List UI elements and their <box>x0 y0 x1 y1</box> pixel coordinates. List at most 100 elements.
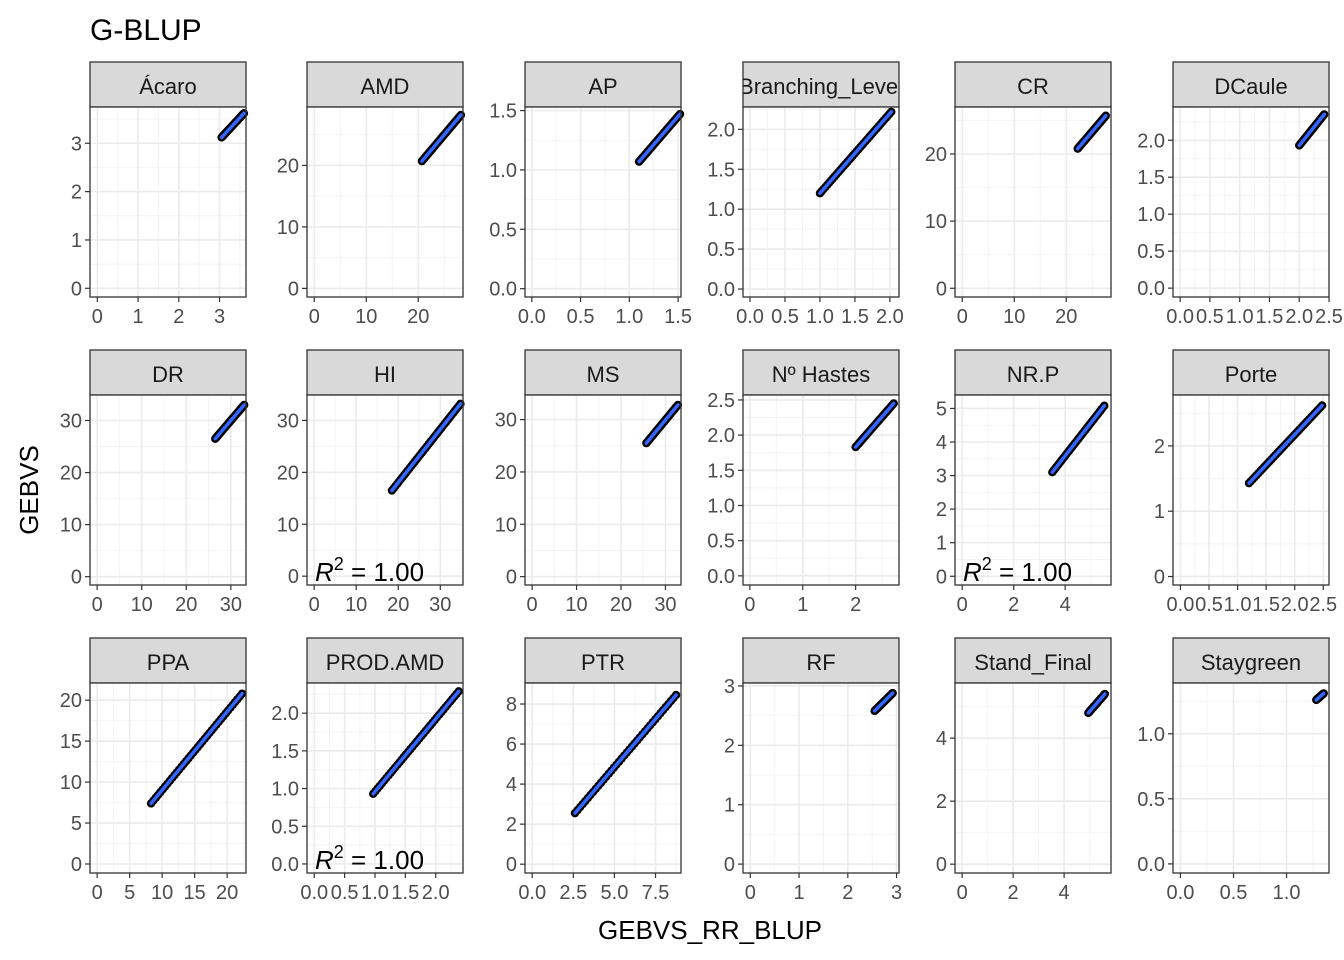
regression-line <box>637 112 682 164</box>
regression-line <box>219 111 246 140</box>
y-tick-label: 1 <box>724 795 735 817</box>
y-tick-label: 1.5 <box>1137 167 1165 189</box>
y-tick-label: 1 <box>1154 501 1165 523</box>
facet-strip <box>89 637 247 684</box>
facet-panel-14: PTR 0.0 2.5 5.0 7.5 0 2 4 6 8 <box>506 637 682 904</box>
y-tick-label: 20 <box>925 144 947 166</box>
y-tick-label: 0 <box>724 854 735 876</box>
x-tick-label: 1.5 <box>841 306 869 328</box>
x-tick-label: 10 <box>151 882 173 904</box>
y-tick-label: 0.0 <box>707 279 735 301</box>
y-tick-label: 1.0 <box>707 199 735 221</box>
regression-line <box>644 403 680 445</box>
x-tick-label: 20 <box>175 594 197 616</box>
x-tick-label: 0 <box>92 594 103 616</box>
x-tick-label: 0 <box>309 306 320 328</box>
x-tick-label: 0.0 <box>1167 882 1195 904</box>
y-tick-label: 2.0 <box>271 703 299 725</box>
facet-strip-label: NR.P <box>1007 362 1060 387</box>
y-tick-label: 2.5 <box>707 390 735 412</box>
x-tick-label: 0 <box>309 594 320 616</box>
y-tick-label: 1.5 <box>707 159 735 181</box>
y-tick-label: 20 <box>60 463 82 485</box>
facet-panel-3: Branching_Level 0.0 0.5 1.0 1.5 2.0 0.0 0.5 1.0 1… <box>707 61 904 328</box>
y-tick-label: 4 <box>506 774 517 796</box>
x-tick-label: 3 <box>891 882 902 904</box>
panel-border <box>306 106 464 298</box>
facet-panel-10: NR.P 0 2 4 0 1 2 3 4 5 R2 = 1.00 <box>936 349 1112 616</box>
x-tick-label: 5.0 <box>601 882 629 904</box>
facet-strip <box>742 637 900 684</box>
facet-strip-label: Ácaro <box>139 74 196 99</box>
y-tick-label: 1.5 <box>271 741 299 763</box>
x-tick-label: 0.5 <box>1220 882 1248 904</box>
x-tick-label: 0 <box>957 882 968 904</box>
facet-strip <box>1172 61 1330 108</box>
x-tick-label: 2 <box>173 306 184 328</box>
y-tick-label: 10 <box>277 514 299 536</box>
x-tick-label: 0.0 <box>1167 594 1195 616</box>
facet-strip <box>524 61 682 108</box>
facet-strip <box>89 349 247 396</box>
x-tick-label: 1 <box>133 306 144 328</box>
y-tick-label: 2 <box>936 499 947 521</box>
panel-border <box>1172 106 1330 298</box>
facet-panel-6: DR 0 10 20 30 0 10 20 30 <box>60 349 249 616</box>
x-tick-label: 0 <box>92 306 103 328</box>
y-tick-label: 20 <box>60 690 82 712</box>
x-tick-label: 7.5 <box>642 882 670 904</box>
chart-title: G-BLUP <box>90 14 202 47</box>
y-tick-label: 0 <box>506 854 517 876</box>
facet-strip-label: Nº Hastes <box>772 362 871 387</box>
facet-panel-11: Porte 0.0 0.5 1.0 1.5 2.0 2.5 0 1 2 <box>1154 349 1337 616</box>
r-squared-label: R2 = 1.00 <box>315 554 424 587</box>
y-tick-label: 0.0 <box>489 279 517 301</box>
x-tick-label: 2.0 <box>422 882 450 904</box>
x-tick-label: 20 <box>1055 306 1077 328</box>
x-tick-label: 0.0 <box>518 882 546 904</box>
regression-line <box>1297 112 1326 148</box>
y-tick-label: 0.5 <box>271 816 299 838</box>
x-tick-label: 0.5 <box>1195 594 1223 616</box>
x-tick-label: 1.5 <box>1256 306 1284 328</box>
y-tick-label: 10 <box>495 514 517 536</box>
x-tick-label: 2 <box>842 882 853 904</box>
facet-strip-label: HI <box>374 362 396 387</box>
y-tick-label: 30 <box>495 410 517 432</box>
panel-border <box>89 394 247 586</box>
regression-line <box>149 691 244 806</box>
y-tick-label: 10 <box>60 772 82 794</box>
y-tick-label: 1.0 <box>1137 204 1165 226</box>
y-tick-label: 0 <box>71 854 82 876</box>
x-tick-label: 0 <box>527 594 538 616</box>
x-tick-label: 0.5 <box>771 306 799 328</box>
x-axis-label: GEBVS_RR_BLUP <box>598 915 822 945</box>
facet-strip-label: AP <box>588 74 617 99</box>
x-tick-label: 0.5 <box>1196 306 1224 328</box>
regression-line <box>872 691 895 713</box>
panel-border <box>306 682 464 874</box>
x-tick-label: 10 <box>345 594 367 616</box>
y-tick-label: 5 <box>71 813 82 835</box>
facet-strip <box>954 637 1112 684</box>
facet-strip-label: MS <box>587 362 620 387</box>
x-tick-label: 2 <box>1008 594 1019 616</box>
y-tick-label: 6 <box>506 734 517 756</box>
x-tick-label: 1.5 <box>1252 594 1280 616</box>
x-tick-label: 0 <box>92 882 103 904</box>
x-tick-label: 0.5 <box>567 306 595 328</box>
x-tick-label: 3 <box>214 306 225 328</box>
r-squared-label: R2 = 1.00 <box>315 842 424 875</box>
y-tick-label: 1 <box>936 533 947 555</box>
regression-line <box>1086 692 1107 715</box>
panel-background <box>90 395 246 585</box>
facet-panel-0: Ácaro 0 1 2 3 0 1 2 3 <box>71 61 249 328</box>
facet-strip-label: DR <box>152 362 184 387</box>
x-tick-label: 10 <box>131 594 153 616</box>
y-tick-label: 0.0 <box>271 854 299 876</box>
panel-border <box>306 394 464 586</box>
x-tick-label: 0.5 <box>331 882 359 904</box>
facet-strip <box>742 349 900 396</box>
